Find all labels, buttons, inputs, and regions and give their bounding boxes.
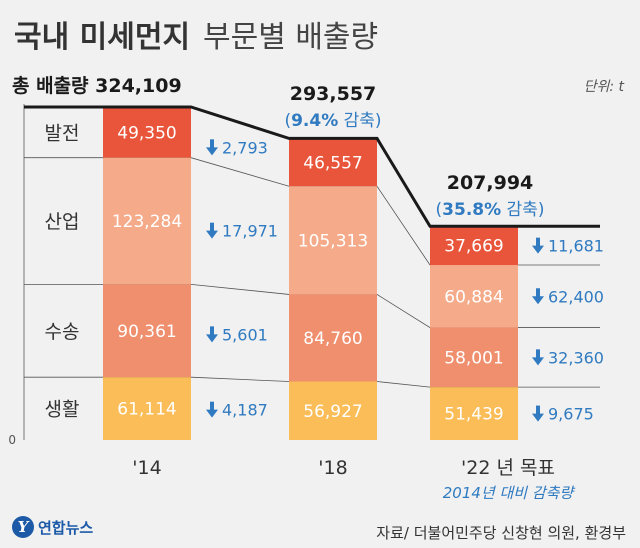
bar-segment <box>430 265 518 328</box>
change-value-2018: 5,601 <box>222 325 268 344</box>
x-tick-label: '18 <box>318 457 347 479</box>
change-value-2022: 62,400 <box>548 287 604 306</box>
bar-value-label: 105,313 <box>298 231 368 251</box>
down-arrow-icon-head <box>206 334 218 343</box>
bar-segment <box>430 387 518 440</box>
unit-label: 단위: t <box>583 79 624 95</box>
reduction-pct-label: (35.8% 감축) <box>436 200 545 220</box>
change-value-2022: 9,675 <box>548 405 594 424</box>
down-arrow-icon <box>532 237 544 254</box>
bar-segment <box>289 381 377 440</box>
down-arrow-icon-head <box>206 230 218 239</box>
bar-segment <box>103 157 191 285</box>
total-label: 207,994 <box>447 172 534 194</box>
page-title: 국내 미세먼지 <box>14 20 191 55</box>
down-arrow-icon-head <box>206 409 218 418</box>
down-arrow-icon <box>532 405 544 422</box>
logo-mark-icon: Y <box>12 516 34 538</box>
bar-segment <box>289 186 377 295</box>
down-arrow-icon <box>532 288 544 305</box>
down-arrow-icon-shaft <box>210 401 214 411</box>
series-label: 발전 <box>45 122 80 144</box>
down-arrow-icon <box>206 401 218 418</box>
down-arrow-icon-shaft <box>536 237 540 247</box>
bar-value-label: 58,001 <box>444 348 503 368</box>
total-line <box>24 105 600 228</box>
down-arrow-icon <box>206 222 218 239</box>
bar-value-label: 51,439 <box>444 405 503 425</box>
logo: Y 연합뉴스 <box>12 516 93 538</box>
change-value-2022: 32,360 <box>548 348 604 367</box>
x-tick-label: '22 년 목표 <box>461 457 555 479</box>
source-note: 자료/ 더불어민주당 신창현 의원, 환경부 <box>376 524 626 542</box>
change-value-2022: 11,681 <box>548 237 604 256</box>
y-zero-label: 0 <box>8 433 16 447</box>
total-label: 293,557 <box>290 83 377 105</box>
down-arrow-icon-shaft <box>536 288 540 298</box>
down-arrow-icon <box>206 139 218 156</box>
bar-value-label: 49,350 <box>117 123 176 143</box>
down-arrow-icon <box>532 349 544 366</box>
bar-value-label: 90,361 <box>117 322 176 342</box>
bar-segment <box>103 377 191 440</box>
series-label: 생활 <box>45 399 80 421</box>
x-tick-label: '14 <box>132 457 161 479</box>
change-value-2018: 17,971 <box>222 222 278 241</box>
bar-value-label: 123,284 <box>112 212 182 232</box>
x-sub-label: 2014년 대비 감축량 <box>443 484 576 502</box>
bar-segment <box>430 327 518 388</box>
down-arrow-icon <box>206 326 218 343</box>
bar-value-label: 37,669 <box>444 237 503 257</box>
down-arrow-icon-shaft <box>210 139 214 149</box>
down-arrow-icon-shaft <box>536 349 540 359</box>
down-arrow-icon-shaft <box>210 326 214 336</box>
bar-value-label: 56,927 <box>303 402 362 422</box>
down-arrow-icon-head <box>532 357 544 366</box>
logo-text: 연합뉴스 <box>38 518 94 537</box>
bar-value-label: 60,884 <box>444 287 503 307</box>
bar-segment <box>103 107 191 158</box>
change-value-2018: 4,187 <box>222 401 268 420</box>
down-arrow-icon-head <box>532 413 544 422</box>
down-arrow-icon-head <box>206 147 218 156</box>
bar-segment <box>430 226 518 266</box>
down-arrow-icon-shaft <box>536 405 540 415</box>
total-label: 총 배출량 324,109 <box>12 75 182 97</box>
series-label: 수송 <box>45 321 80 343</box>
reduction-pct-label: (9.4% 감축) <box>284 111 381 131</box>
bar-segment <box>103 284 191 378</box>
down-arrow-icon-shaft <box>210 222 214 232</box>
bar-value-label: 46,557 <box>303 153 362 173</box>
bar-segment <box>289 294 377 382</box>
change-value-2018: 2,793 <box>222 138 268 157</box>
page-subtitle: 부문별 배출량 <box>203 20 379 55</box>
series-label: 산업 <box>45 211 80 233</box>
bar-value-label: 61,114 <box>117 400 176 420</box>
bar-segment <box>289 138 377 187</box>
down-arrow-icon-head <box>532 296 544 305</box>
bar-value-label: 84,760 <box>303 329 362 349</box>
down-arrow-icon-head <box>532 245 544 254</box>
